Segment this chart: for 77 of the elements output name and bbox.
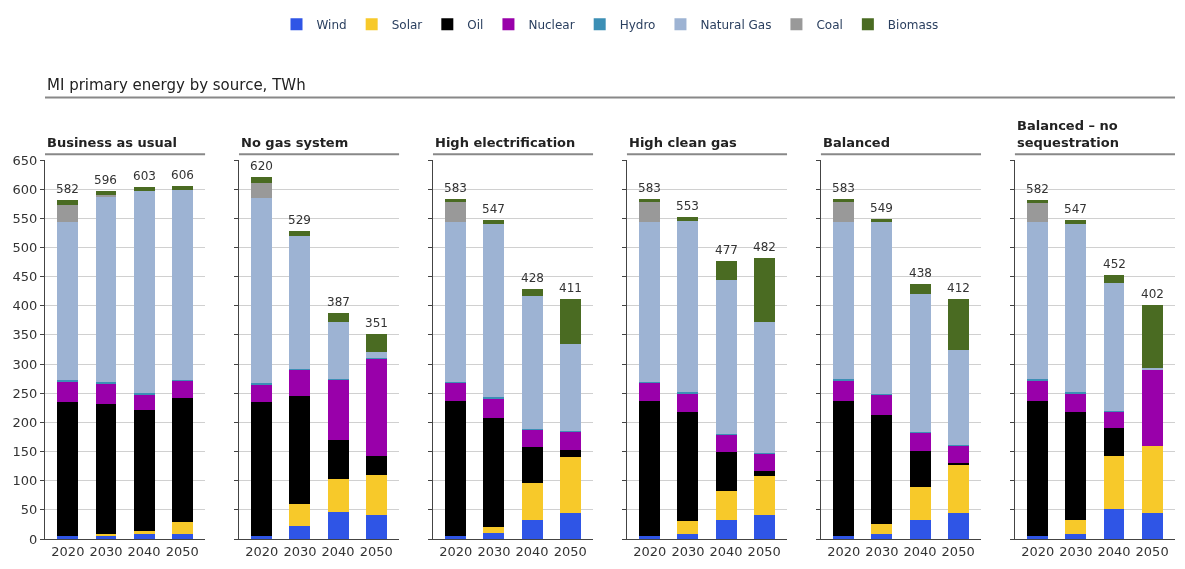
total-label: 412 bbox=[947, 281, 970, 295]
y-tick-label: 150 bbox=[12, 444, 38, 460]
legend-label: Coal bbox=[816, 17, 843, 32]
x-tick-label: 2020 bbox=[827, 543, 861, 559]
chart-subtitle: Balanced – no sequestration bbox=[1017, 118, 1119, 150]
x-tick-label: 2020 bbox=[439, 543, 473, 559]
y-tick-label: 200 bbox=[12, 414, 38, 430]
y-tick-label: 0 bbox=[29, 531, 38, 547]
total-label: 351 bbox=[365, 316, 388, 330]
x-tick-label: 2050 bbox=[359, 543, 393, 559]
legend-label: Oil bbox=[467, 17, 484, 32]
y-tick-label: 600 bbox=[12, 181, 38, 197]
x-tick-label: 2020 bbox=[245, 543, 279, 559]
y-tick-label: 500 bbox=[12, 240, 38, 256]
chart-subtitle: Balanced bbox=[823, 135, 890, 150]
y-tick-label: 550 bbox=[12, 210, 38, 226]
chart-subtitle: High clean gas bbox=[629, 135, 738, 150]
x-tick-label: 2040 bbox=[515, 543, 549, 559]
chart-subtitle: High electrification bbox=[435, 135, 576, 150]
x-tick-label: 2020 bbox=[1021, 543, 1055, 559]
x-tick-label: 2040 bbox=[709, 543, 743, 559]
legend-label: Nuclear bbox=[528, 17, 575, 32]
total-label: 583 bbox=[444, 181, 467, 195]
x-tick-label: 2030 bbox=[671, 543, 705, 559]
chart-title: MI primary energy by source, TWh bbox=[47, 76, 306, 94]
x-tick-label: 2020 bbox=[51, 543, 85, 559]
y-tick-label: 250 bbox=[12, 385, 38, 401]
total-label: 620 bbox=[250, 159, 273, 173]
total-label: 603 bbox=[133, 169, 156, 183]
legend-label: Natural Gas bbox=[700, 17, 772, 32]
x-tick-label: 2050 bbox=[1135, 543, 1169, 559]
total-label: 583 bbox=[638, 181, 661, 195]
total-label: 606 bbox=[171, 168, 194, 182]
x-tick-label: 2030 bbox=[89, 543, 123, 559]
total-label: 438 bbox=[909, 266, 932, 280]
x-tick-label: 2050 bbox=[747, 543, 781, 559]
y-tick-label: 100 bbox=[12, 473, 38, 489]
total-label: 477 bbox=[715, 243, 738, 257]
total-label: 549 bbox=[870, 201, 893, 215]
x-tick-label: 2050 bbox=[553, 543, 587, 559]
x-tick-label: 2020 bbox=[633, 543, 667, 559]
x-tick-label: 2040 bbox=[127, 543, 161, 559]
total-label: 583 bbox=[832, 181, 855, 195]
total-label: 428 bbox=[521, 271, 544, 285]
x-tick-label: 2030 bbox=[283, 543, 317, 559]
chart-subtitle: Business as usual bbox=[47, 135, 177, 150]
total-label: 553 bbox=[676, 199, 699, 213]
legend-label: Wind bbox=[316, 17, 347, 32]
y-tick-label: 50 bbox=[20, 502, 38, 518]
y-tick-label: 650 bbox=[12, 152, 38, 168]
total-label: 482 bbox=[753, 240, 776, 254]
x-tick-label: 2030 bbox=[865, 543, 899, 559]
total-label: 547 bbox=[482, 202, 505, 216]
x-tick-label: 2050 bbox=[941, 543, 975, 559]
total-label: 529 bbox=[288, 213, 311, 227]
total-label: 596 bbox=[94, 173, 117, 187]
legend-label: Biomass bbox=[887, 17, 939, 32]
total-label: 582 bbox=[56, 182, 79, 196]
y-tick-label: 450 bbox=[12, 269, 38, 285]
x-tick-label: 2040 bbox=[1097, 543, 1131, 559]
total-label: 402 bbox=[1141, 287, 1164, 301]
legend-label: Solar bbox=[391, 17, 423, 32]
y-tick-label: 350 bbox=[12, 327, 38, 343]
chart-subtitle: No gas system bbox=[241, 135, 349, 150]
y-tick-label: 300 bbox=[12, 356, 38, 372]
total-label: 547 bbox=[1064, 202, 1087, 216]
total-label: 582 bbox=[1026, 182, 1049, 196]
x-tick-label: 2050 bbox=[165, 543, 199, 559]
total-label: 452 bbox=[1103, 257, 1126, 271]
x-tick-label: 2030 bbox=[1059, 543, 1093, 559]
total-label: 387 bbox=[327, 295, 350, 309]
legend-label: Hydro bbox=[619, 17, 656, 32]
x-tick-label: 2040 bbox=[903, 543, 937, 559]
total-label: 411 bbox=[559, 281, 582, 295]
x-tick-label: 2040 bbox=[321, 543, 355, 559]
x-tick-label: 2030 bbox=[477, 543, 511, 559]
y-tick-label: 400 bbox=[12, 298, 38, 314]
